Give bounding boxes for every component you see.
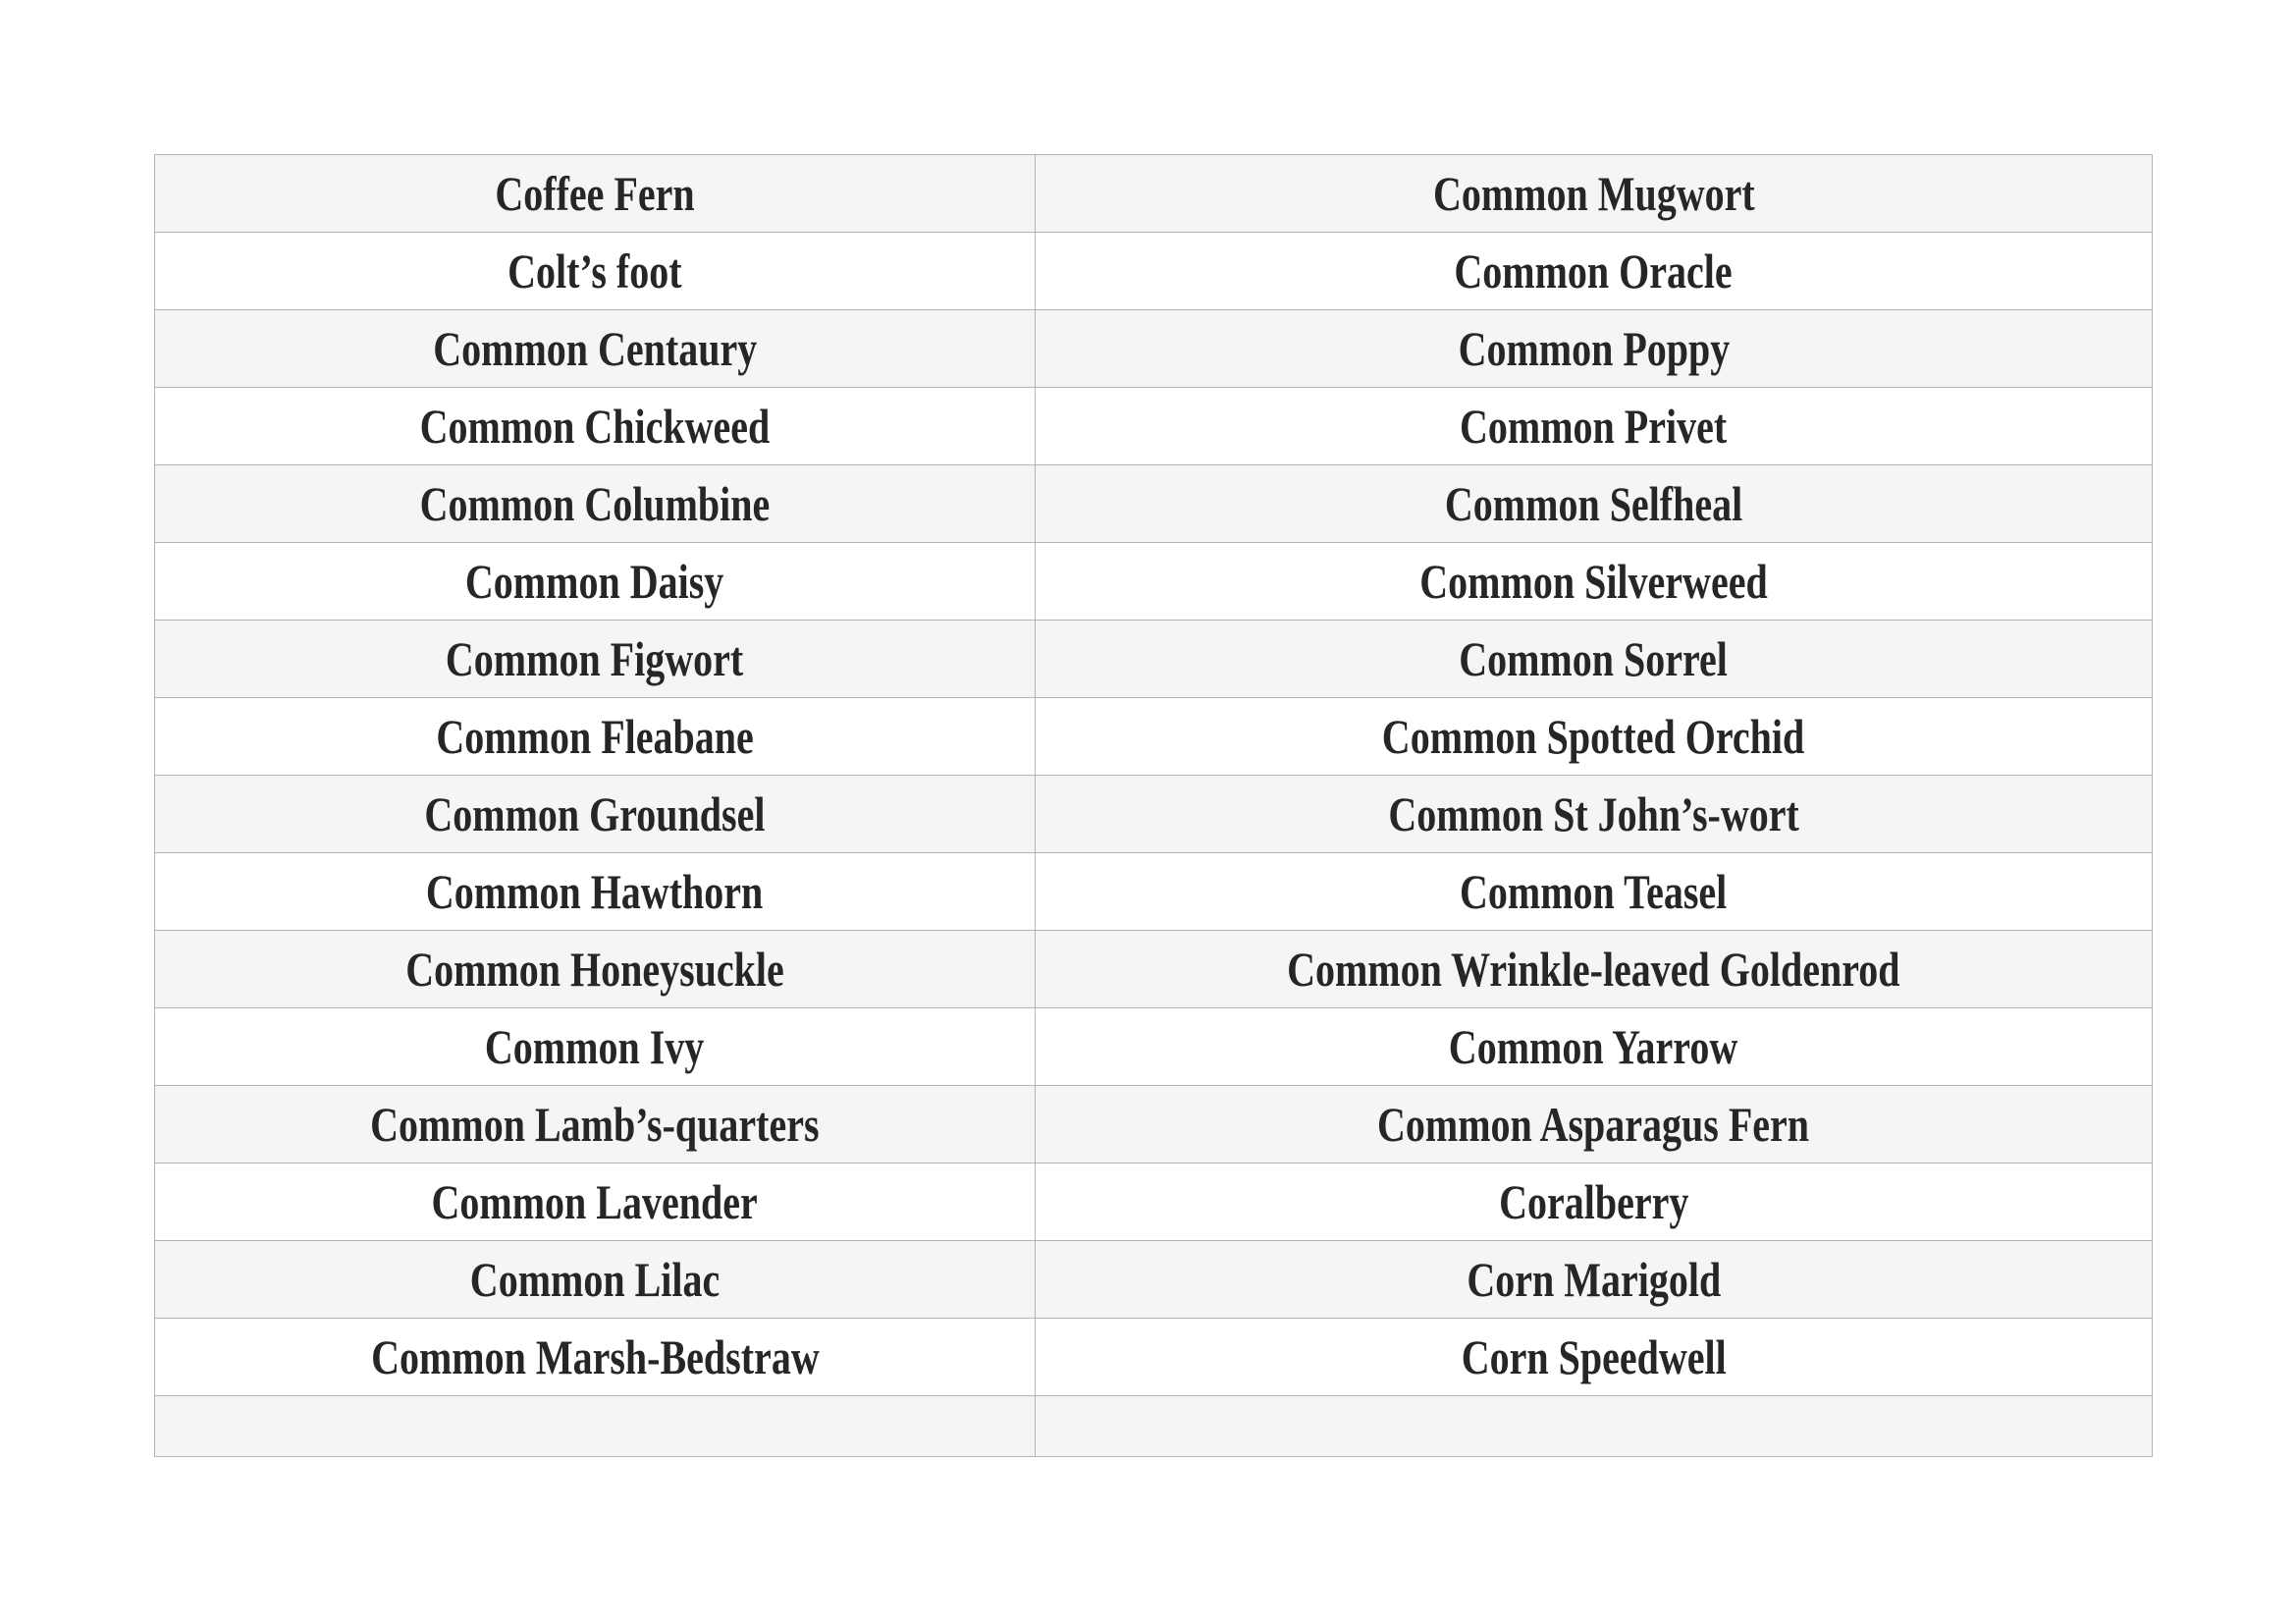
plant-name: Common Privet: [1460, 399, 1728, 454]
table-row: Coffee Fern Common Mugwort: [154, 154, 2153, 233]
table-cell: Common Marsh-Bedstraw: [154, 1318, 1036, 1396]
table-row: Common Marsh-Bedstraw Corn Speedwell: [154, 1318, 2153, 1396]
table-cell: Common Wrinkle-leaved Goldenrod: [1035, 930, 2153, 1008]
table-cell: Common Spotted Orchid: [1035, 697, 2153, 776]
table-cell: Common Privet: [1035, 387, 2153, 465]
plant-name: Corn Speedwell: [1461, 1329, 1727, 1384]
table-cell: Common Lamb’s-quarters: [154, 1085, 1036, 1163]
table-cell: Common Sorrel: [1035, 620, 2153, 698]
plant-name: Common Oracle: [1454, 243, 1734, 298]
plant-names-table: Coffee Fern Common Mugwort Colt’s foot Comm…: [154, 154, 2153, 1457]
plant-name: Coffee Fern: [495, 166, 695, 221]
plant-name: Common Selfheal: [1444, 476, 1743, 531]
plant-name: Common Wrinkle-leaved Goldenrod: [1287, 942, 1900, 997]
table-cell: Common Ivy: [154, 1007, 1036, 1086]
table-cell: Common St John’s-wort: [1035, 775, 2153, 853]
table-cell: Common Groundsel: [154, 775, 1036, 853]
plant-name: Common Fleabane: [436, 709, 754, 764]
table-row: Common Daisy Common Silverweed: [154, 542, 2153, 621]
table-cell: Common Oracle: [1035, 232, 2153, 310]
table-cell: Common Hawthorn: [154, 852, 1036, 931]
plant-name: Common Figwort: [446, 631, 744, 686]
table-cell: Common Fleabane: [154, 697, 1036, 776]
table-row: Common Groundsel Common St John’s-wort: [154, 775, 2153, 853]
plant-name: Common Poppy: [1458, 321, 1730, 376]
table-cell: Common Teasel: [1035, 852, 2153, 931]
plant-name: Colt’s foot: [507, 243, 682, 298]
table-cell: Coffee Fern: [154, 154, 1036, 233]
plant-name: Common Columbine: [419, 476, 771, 531]
table-row: Common Centaury Common Poppy: [154, 309, 2153, 388]
plant-name: Common Centaury: [432, 321, 757, 376]
table-row: Common Lamb’s-quarters Common Asparagus F…: [154, 1085, 2153, 1163]
table-row: Common Columbine Common Selfheal: [154, 464, 2153, 543]
plant-name: Common Silverweed: [1419, 554, 1768, 609]
table-cell: Common Columbine: [154, 464, 1036, 543]
table-row: Common Ivy Common Yarrow: [154, 1007, 2153, 1086]
plant-name: Common Asparagus Fern: [1377, 1097, 1810, 1152]
plant-name: Coralberry: [1498, 1174, 1689, 1229]
table-row: Common Hawthorn Common Teasel: [154, 852, 2153, 931]
plant-name: Corn Marigold: [1467, 1252, 1721, 1307]
plant-name: Common Lilac: [469, 1252, 721, 1307]
table-cell: Common Yarrow: [1035, 1007, 2153, 1086]
table-cell: Common Daisy: [154, 542, 1036, 621]
plant-name: Common Mugwort: [1432, 166, 1755, 221]
table-cell: Common Chickweed: [154, 387, 1036, 465]
plant-name: Common Chickweed: [419, 399, 771, 454]
plant-name: Common Lamb’s-quarters: [370, 1097, 820, 1152]
table-cell: Common Mugwort: [1035, 154, 2153, 233]
table-row: Common Chickweed Common Privet: [154, 387, 2153, 465]
table-row: Common Lilac Corn Marigold: [154, 1240, 2153, 1319]
table-cell: [154, 1395, 1036, 1457]
plant-name: Common Lavender: [431, 1174, 759, 1229]
table-cell: Common Centaury: [154, 309, 1036, 388]
plant-name: Common Marsh-Bedstraw: [370, 1329, 820, 1384]
table-cell: Common Lavender: [154, 1163, 1036, 1241]
table-row: Common Honeysuckle Common Wrinkle-leaved …: [154, 930, 2153, 1008]
table-row: Common Fleabane Common Spotted Orchid: [154, 697, 2153, 776]
table-row: Colt’s foot Common Oracle: [154, 232, 2153, 310]
plant-name: Common Hawthorn: [426, 864, 764, 919]
table-cell: Common Lilac: [154, 1240, 1036, 1319]
plant-name: Common St John’s-wort: [1388, 786, 1799, 841]
plant-name: Common Honeysuckle: [405, 942, 784, 997]
plant-name: Common Yarrow: [1449, 1019, 1738, 1074]
plant-name: Common Groundsel: [424, 786, 766, 841]
plant-name: Common Daisy: [465, 554, 724, 609]
table-cell: Corn Speedwell: [1035, 1318, 2153, 1396]
table-cell: Common Poppy: [1035, 309, 2153, 388]
table-cell: Coralberry: [1035, 1163, 2153, 1241]
plant-name: Common Sorrel: [1459, 631, 1729, 686]
table-cell: Common Figwort: [154, 620, 1036, 698]
table-cell: [1035, 1395, 2153, 1457]
plant-name: Common Teasel: [1460, 864, 1728, 919]
plant-name: Common Spotted Orchid: [1382, 709, 1805, 764]
table-cell: Common Honeysuckle: [154, 930, 1036, 1008]
table-cell: Colt’s foot: [154, 232, 1036, 310]
table-cell: Corn Marigold: [1035, 1240, 2153, 1319]
table-row: Common Figwort Common Sorrel: [154, 620, 2153, 698]
table-cell: Common Silverweed: [1035, 542, 2153, 621]
table-cell: Common Selfheal: [1035, 464, 2153, 543]
table-cell: Common Asparagus Fern: [1035, 1085, 2153, 1163]
table-row: [154, 1395, 2153, 1457]
table-row: Common Lavender Coralberry: [154, 1163, 2153, 1241]
plant-name: Common Ivy: [485, 1019, 705, 1074]
